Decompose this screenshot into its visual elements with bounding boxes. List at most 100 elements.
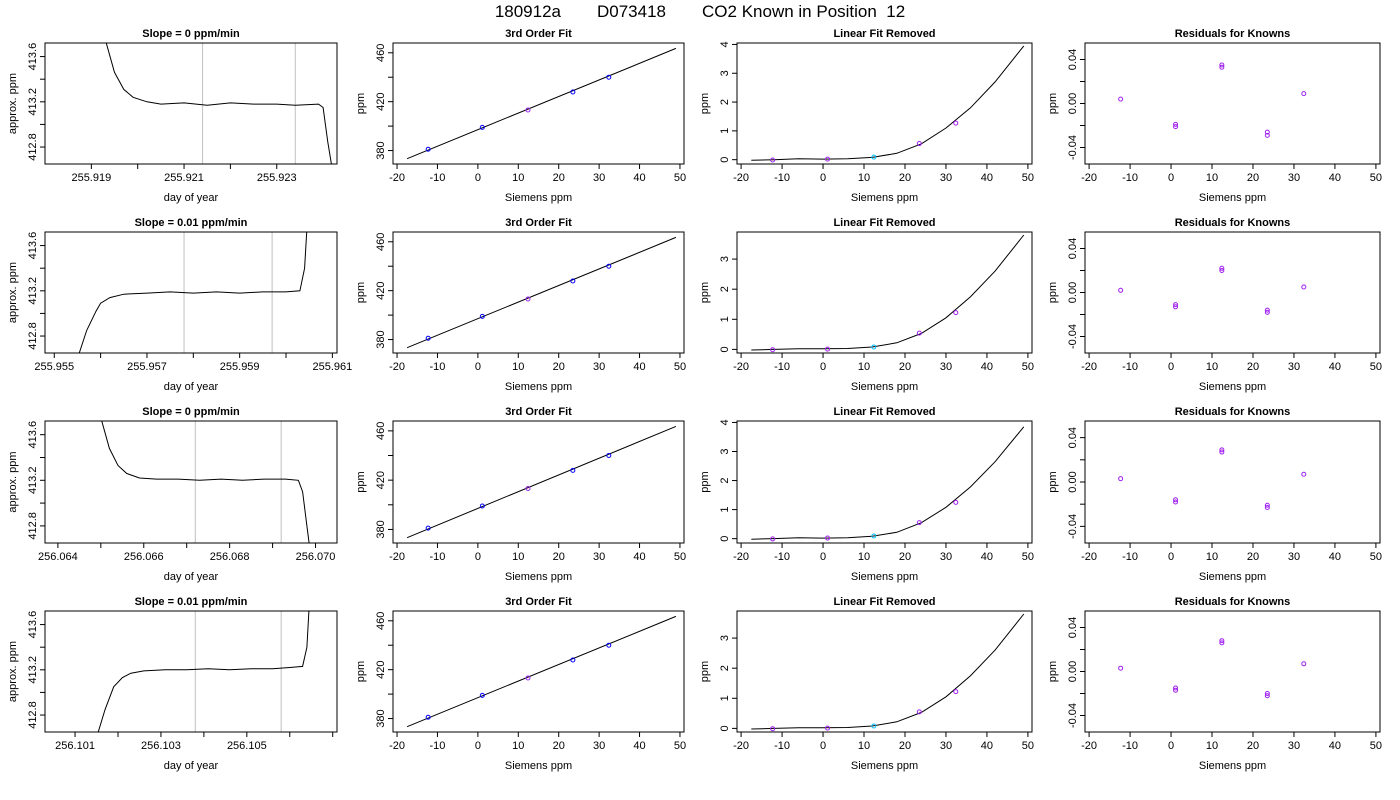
y-tick-label: 2 xyxy=(719,99,731,105)
data-point xyxy=(479,124,485,130)
x-tick-label: 40 xyxy=(633,361,645,373)
data-point xyxy=(1264,129,1270,135)
x-axis-label: Siemens ppm xyxy=(1199,192,1266,204)
data-point xyxy=(1264,307,1270,313)
plot-frame xyxy=(736,420,1033,544)
panel-trace-3: 256.064 256.066 256.068 256.070 412.8 413.2 41… xyxy=(7,406,338,583)
y-tick-label: 460 xyxy=(375,233,387,251)
x-tick-label: 10 xyxy=(1206,551,1218,563)
data-point xyxy=(570,657,576,663)
panel-title: Slope = 0.01 ppm/min xyxy=(135,596,248,608)
x-tick-label: 50 xyxy=(1370,551,1382,563)
x-tick-label: 50 xyxy=(1022,551,1034,563)
data-point xyxy=(606,453,612,459)
data-line xyxy=(751,613,1025,730)
plot-frame xyxy=(392,231,685,354)
plot-area xyxy=(97,611,310,732)
x-tick-label: 0 xyxy=(475,361,481,373)
data-point xyxy=(1173,499,1179,505)
x-tick-label: 40 xyxy=(633,740,645,752)
x-tick-label: -20 xyxy=(1081,551,1097,563)
y-tick-label: 380 xyxy=(375,709,387,727)
x-axis-label: Siemens ppm xyxy=(505,571,572,583)
y-tick-label: 0.04 xyxy=(1067,49,1079,70)
x-tick-label: -10 xyxy=(774,361,790,373)
data-point xyxy=(871,154,877,160)
y-axis-label: ppm xyxy=(1047,282,1059,303)
y-tick-label: 420 xyxy=(375,92,387,110)
data-point xyxy=(525,675,531,681)
data-point xyxy=(1173,121,1179,127)
data-point xyxy=(1264,505,1270,511)
data-point xyxy=(479,692,485,698)
data-point xyxy=(570,89,576,95)
panel-linrem-1: -20 -10 0 10 20 30 40 50 0 1 2 3 4 Linear Fit Removed… xyxy=(699,28,1034,204)
x-tick-label: 256.101 xyxy=(55,740,95,752)
plot-area xyxy=(1118,638,1307,699)
data-line xyxy=(751,234,1025,351)
x-tick-label: 0 xyxy=(820,172,826,184)
data-point xyxy=(1219,640,1225,646)
y-tick-label: 2 xyxy=(719,477,731,483)
y-tick-label: 3 xyxy=(719,70,731,76)
y-tick-label: 413.6 xyxy=(27,421,39,449)
data-line xyxy=(751,426,1025,540)
y-tick-label: 0.00 xyxy=(1067,282,1079,303)
data-point xyxy=(1118,476,1124,482)
plot-frame xyxy=(44,42,338,165)
x-tick-label: 40 xyxy=(981,740,993,752)
data-point xyxy=(1301,91,1307,97)
x-tick-label: 30 xyxy=(593,551,605,563)
plot-frame xyxy=(392,610,685,733)
x-tick-label: 255.955 xyxy=(34,361,74,373)
data-point xyxy=(916,709,922,715)
x-tick-label: -10 xyxy=(1122,172,1138,184)
x-tick-label: 30 xyxy=(940,740,952,752)
x-tick-label: 0 xyxy=(475,172,481,184)
y-tick-label: 412.8 xyxy=(27,133,39,161)
data-line xyxy=(751,45,1025,161)
data-point xyxy=(1173,497,1179,503)
y-tick-label: 3 xyxy=(719,256,731,262)
panel-title: Residuals for Knowns xyxy=(1175,596,1291,608)
panel-trace-2: 255.955 255.957 255.959 255.961 412.8 413.2 41… xyxy=(7,217,352,393)
data-point xyxy=(1173,304,1179,310)
y-tick-label: 0.04 xyxy=(1067,427,1079,448)
x-tick-label: 40 xyxy=(981,172,993,184)
x-tick-label: 20 xyxy=(1247,551,1259,563)
y-tick-label: 0.04 xyxy=(1067,617,1079,638)
y-tick-label: 1 xyxy=(719,128,731,134)
x-tick-label: 30 xyxy=(940,172,952,184)
y-tick-label: 0 xyxy=(719,725,731,731)
data-point xyxy=(606,263,612,269)
data-point xyxy=(1301,284,1307,290)
y-tick-label: 4 xyxy=(719,41,731,47)
plot-frame xyxy=(392,42,685,165)
data-line xyxy=(78,232,308,353)
x-axis-label: day of year xyxy=(164,760,219,772)
x-tick-label: -20 xyxy=(1081,740,1097,752)
panel-title: 3rd Order Fit xyxy=(505,406,572,418)
x-tick-label: 20 xyxy=(899,551,911,563)
y-tick-label: 1 xyxy=(719,507,731,513)
y-tick-label: 0.00 xyxy=(1067,471,1079,492)
y-axis-label: ppm xyxy=(355,282,367,303)
data-point xyxy=(1219,447,1225,453)
x-tick-label: -10 xyxy=(430,172,446,184)
data-point xyxy=(1173,687,1179,693)
x-tick-label: 0 xyxy=(1168,361,1174,373)
data-line xyxy=(406,425,677,539)
panel-title: Linear Fit Removed xyxy=(833,406,935,418)
plot-frame xyxy=(736,610,1033,733)
x-tick-label: 20 xyxy=(899,172,911,184)
x-tick-label: 20 xyxy=(553,172,565,184)
x-tick-label: 255.959 xyxy=(220,361,260,373)
data-point xyxy=(1301,471,1307,477)
panel-title: Residuals for Knowns xyxy=(1175,28,1291,40)
x-axis-label: Siemens ppm xyxy=(851,760,918,772)
plot-area xyxy=(751,426,1025,542)
y-axis-label: ppm xyxy=(699,661,711,682)
plot-frame xyxy=(44,610,338,733)
x-tick-label: 10 xyxy=(512,740,524,752)
x-tick-label: -10 xyxy=(430,551,446,563)
